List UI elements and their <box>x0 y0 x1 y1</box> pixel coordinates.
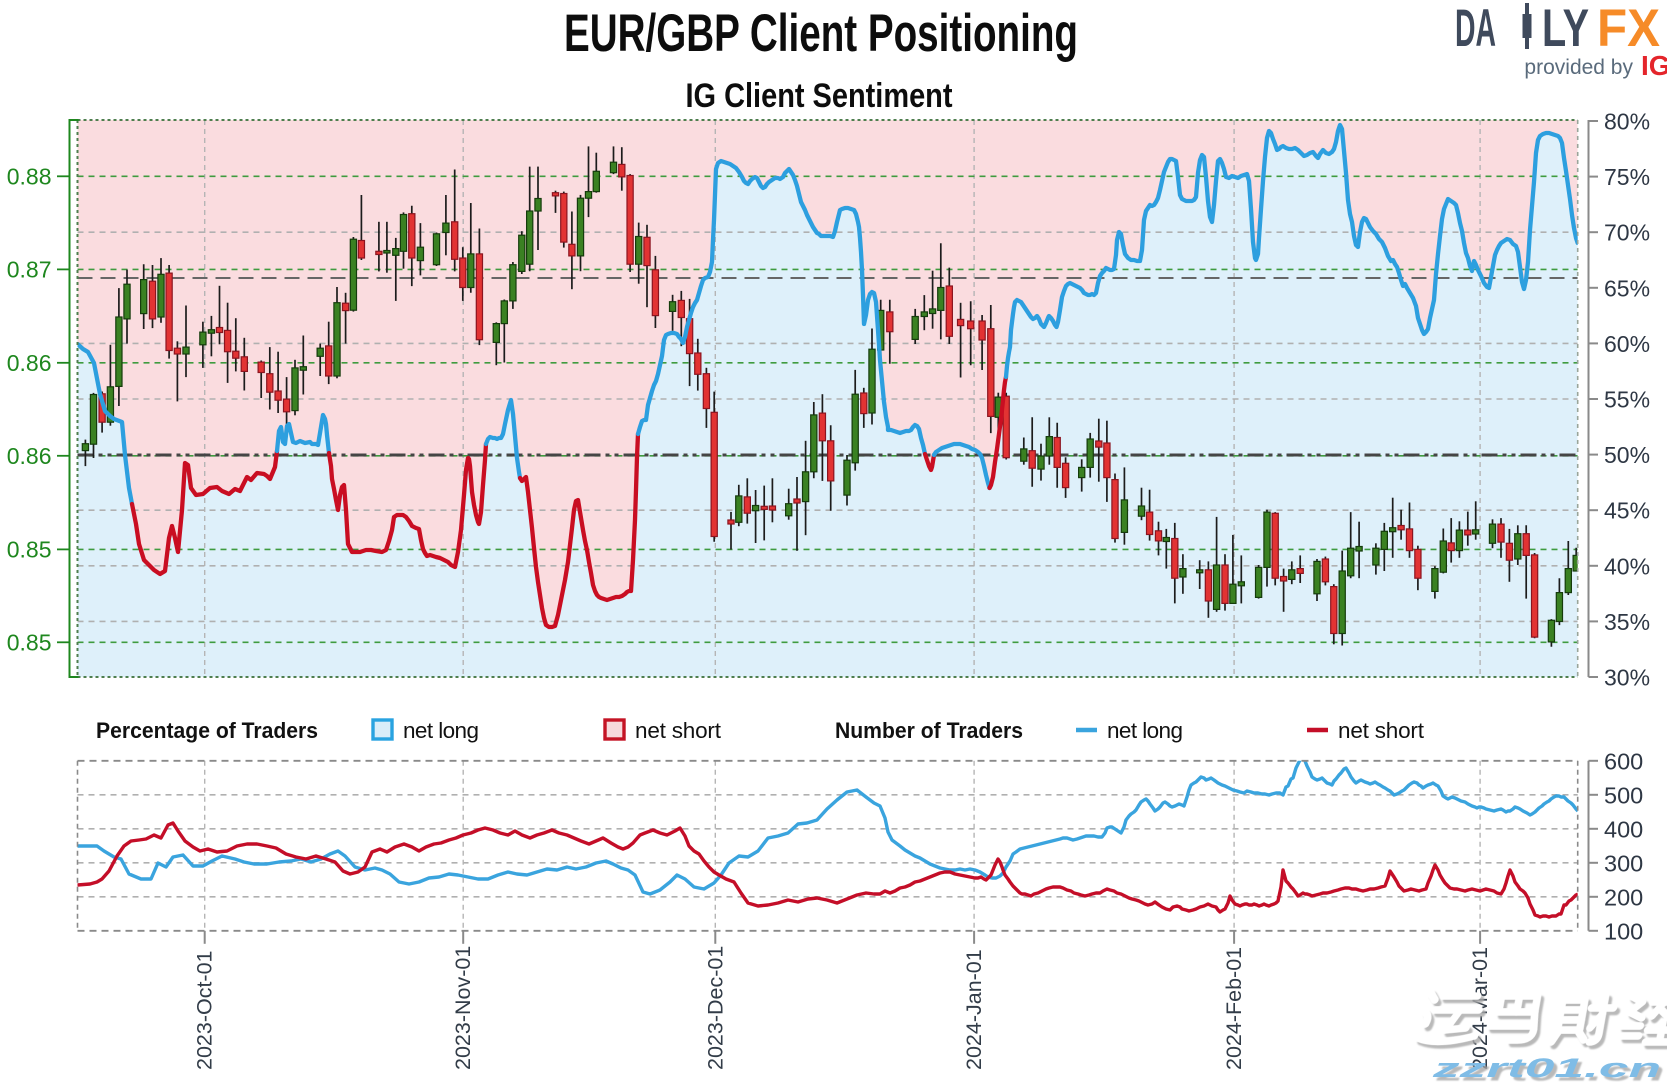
svg-text:0.85: 0.85 <box>7 536 52 562</box>
svg-text:2024-Feb-01: 2024-Feb-01 <box>1222 947 1246 1070</box>
svg-text:0.86: 0.86 <box>7 443 52 469</box>
svg-text:80%: 80% <box>1604 109 1650 135</box>
svg-text:net long: net long <box>1107 718 1183 743</box>
svg-text:0.85: 0.85 <box>7 629 52 655</box>
svg-text:zzrt01.cn: zzrt01.cn <box>1431 1053 1661 1082</box>
svg-text:LY: LY <box>1542 0 1589 58</box>
svg-text:45%: 45% <box>1604 498 1650 524</box>
svg-text:Percentage of Traders: Percentage of Traders <box>96 718 318 743</box>
svg-text:35%: 35% <box>1604 609 1650 635</box>
svg-text:600: 600 <box>1604 748 1643 774</box>
svg-text:55%: 55% <box>1604 387 1650 413</box>
svg-text:200: 200 <box>1604 884 1643 910</box>
svg-text:70%: 70% <box>1604 220 1650 246</box>
svg-text:DA: DA <box>1455 0 1496 58</box>
svg-text:75%: 75% <box>1604 164 1650 190</box>
svg-text:40%: 40% <box>1604 553 1650 579</box>
svg-text:65%: 65% <box>1604 275 1650 301</box>
svg-text:100: 100 <box>1604 918 1643 944</box>
svg-text:0.88: 0.88 <box>7 163 52 189</box>
svg-text:2023-Nov-01: 2023-Nov-01 <box>451 946 475 1070</box>
svg-text:net long: net long <box>403 718 479 743</box>
svg-text:net short: net short <box>1338 718 1425 743</box>
svg-text:provided by: provided by <box>1524 56 1633 79</box>
svg-text:60%: 60% <box>1604 331 1650 357</box>
svg-text:500: 500 <box>1604 782 1643 808</box>
svg-text:Number of Traders: Number of Traders <box>835 718 1023 743</box>
svg-text:0.86: 0.86 <box>7 350 52 376</box>
svg-text:2023-Oct-01: 2023-Oct-01 <box>193 950 217 1070</box>
svg-text:EUR/GBP Client Positioning: EUR/GBP Client Positioning <box>564 4 1078 63</box>
svg-text:2023-Dec-01: 2023-Dec-01 <box>703 946 727 1070</box>
svg-text:300: 300 <box>1604 850 1643 876</box>
svg-text:400: 400 <box>1604 816 1643 842</box>
svg-text:0.87: 0.87 <box>7 256 52 282</box>
svg-text:50%: 50% <box>1604 442 1650 468</box>
svg-text:FX: FX <box>1597 0 1660 58</box>
svg-text:30%: 30% <box>1604 665 1650 691</box>
svg-text:IG: IG <box>1641 50 1667 81</box>
svg-text:2024-Jan-01: 2024-Jan-01 <box>962 949 986 1070</box>
svg-text:net short: net short <box>635 718 722 743</box>
svg-text:IG Client Sentiment: IG Client Sentiment <box>686 77 953 115</box>
